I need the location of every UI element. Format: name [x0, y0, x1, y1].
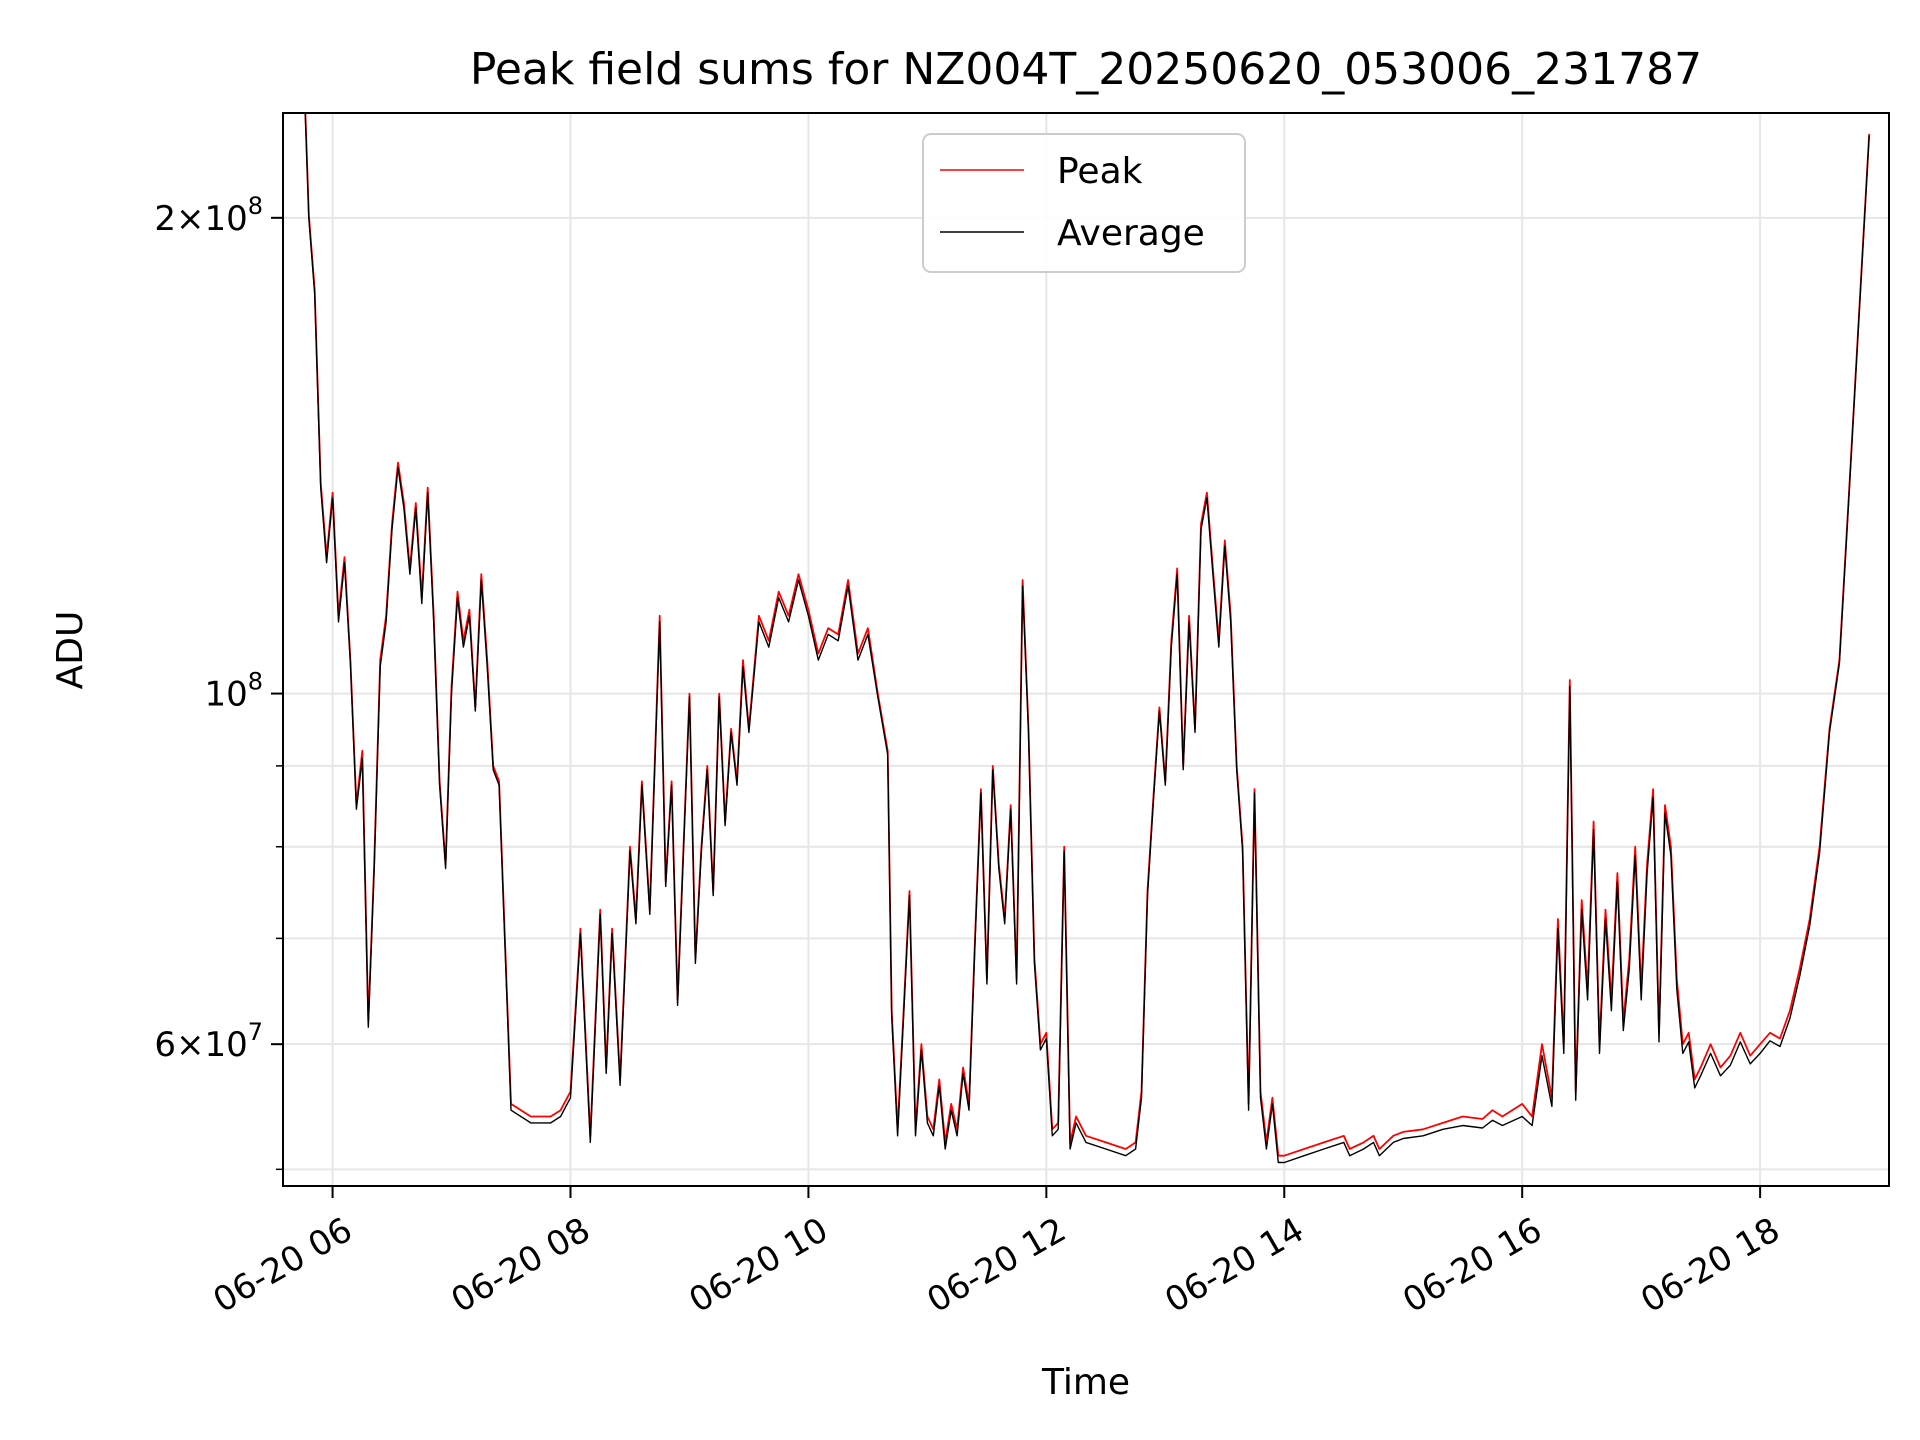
- legend-label-peak: Peak: [1057, 151, 1143, 192]
- y-tick-label: 108: [204, 668, 263, 715]
- y-axis: 6×107 108 2×108: [154, 192, 283, 1171]
- y-axis-label: ADU: [50, 611, 91, 690]
- legend-box: [922, 133, 1246, 273]
- y-tick-label: 2×108: [154, 192, 263, 239]
- series-line-average: [304, 113, 1870, 1164]
- legend-label-average: Average: [1057, 213, 1205, 254]
- y-tick-label: 6×107: [154, 1018, 263, 1065]
- series-layer: [304, 113, 1871, 1164]
- legend: Peak Average: [922, 133, 1246, 273]
- chart-title: Peak field sums for NZ004T_20250620_0530…: [470, 44, 1702, 95]
- plot-frame: [282, 112, 1890, 1187]
- x-axis-label: Time: [1041, 1362, 1130, 1403]
